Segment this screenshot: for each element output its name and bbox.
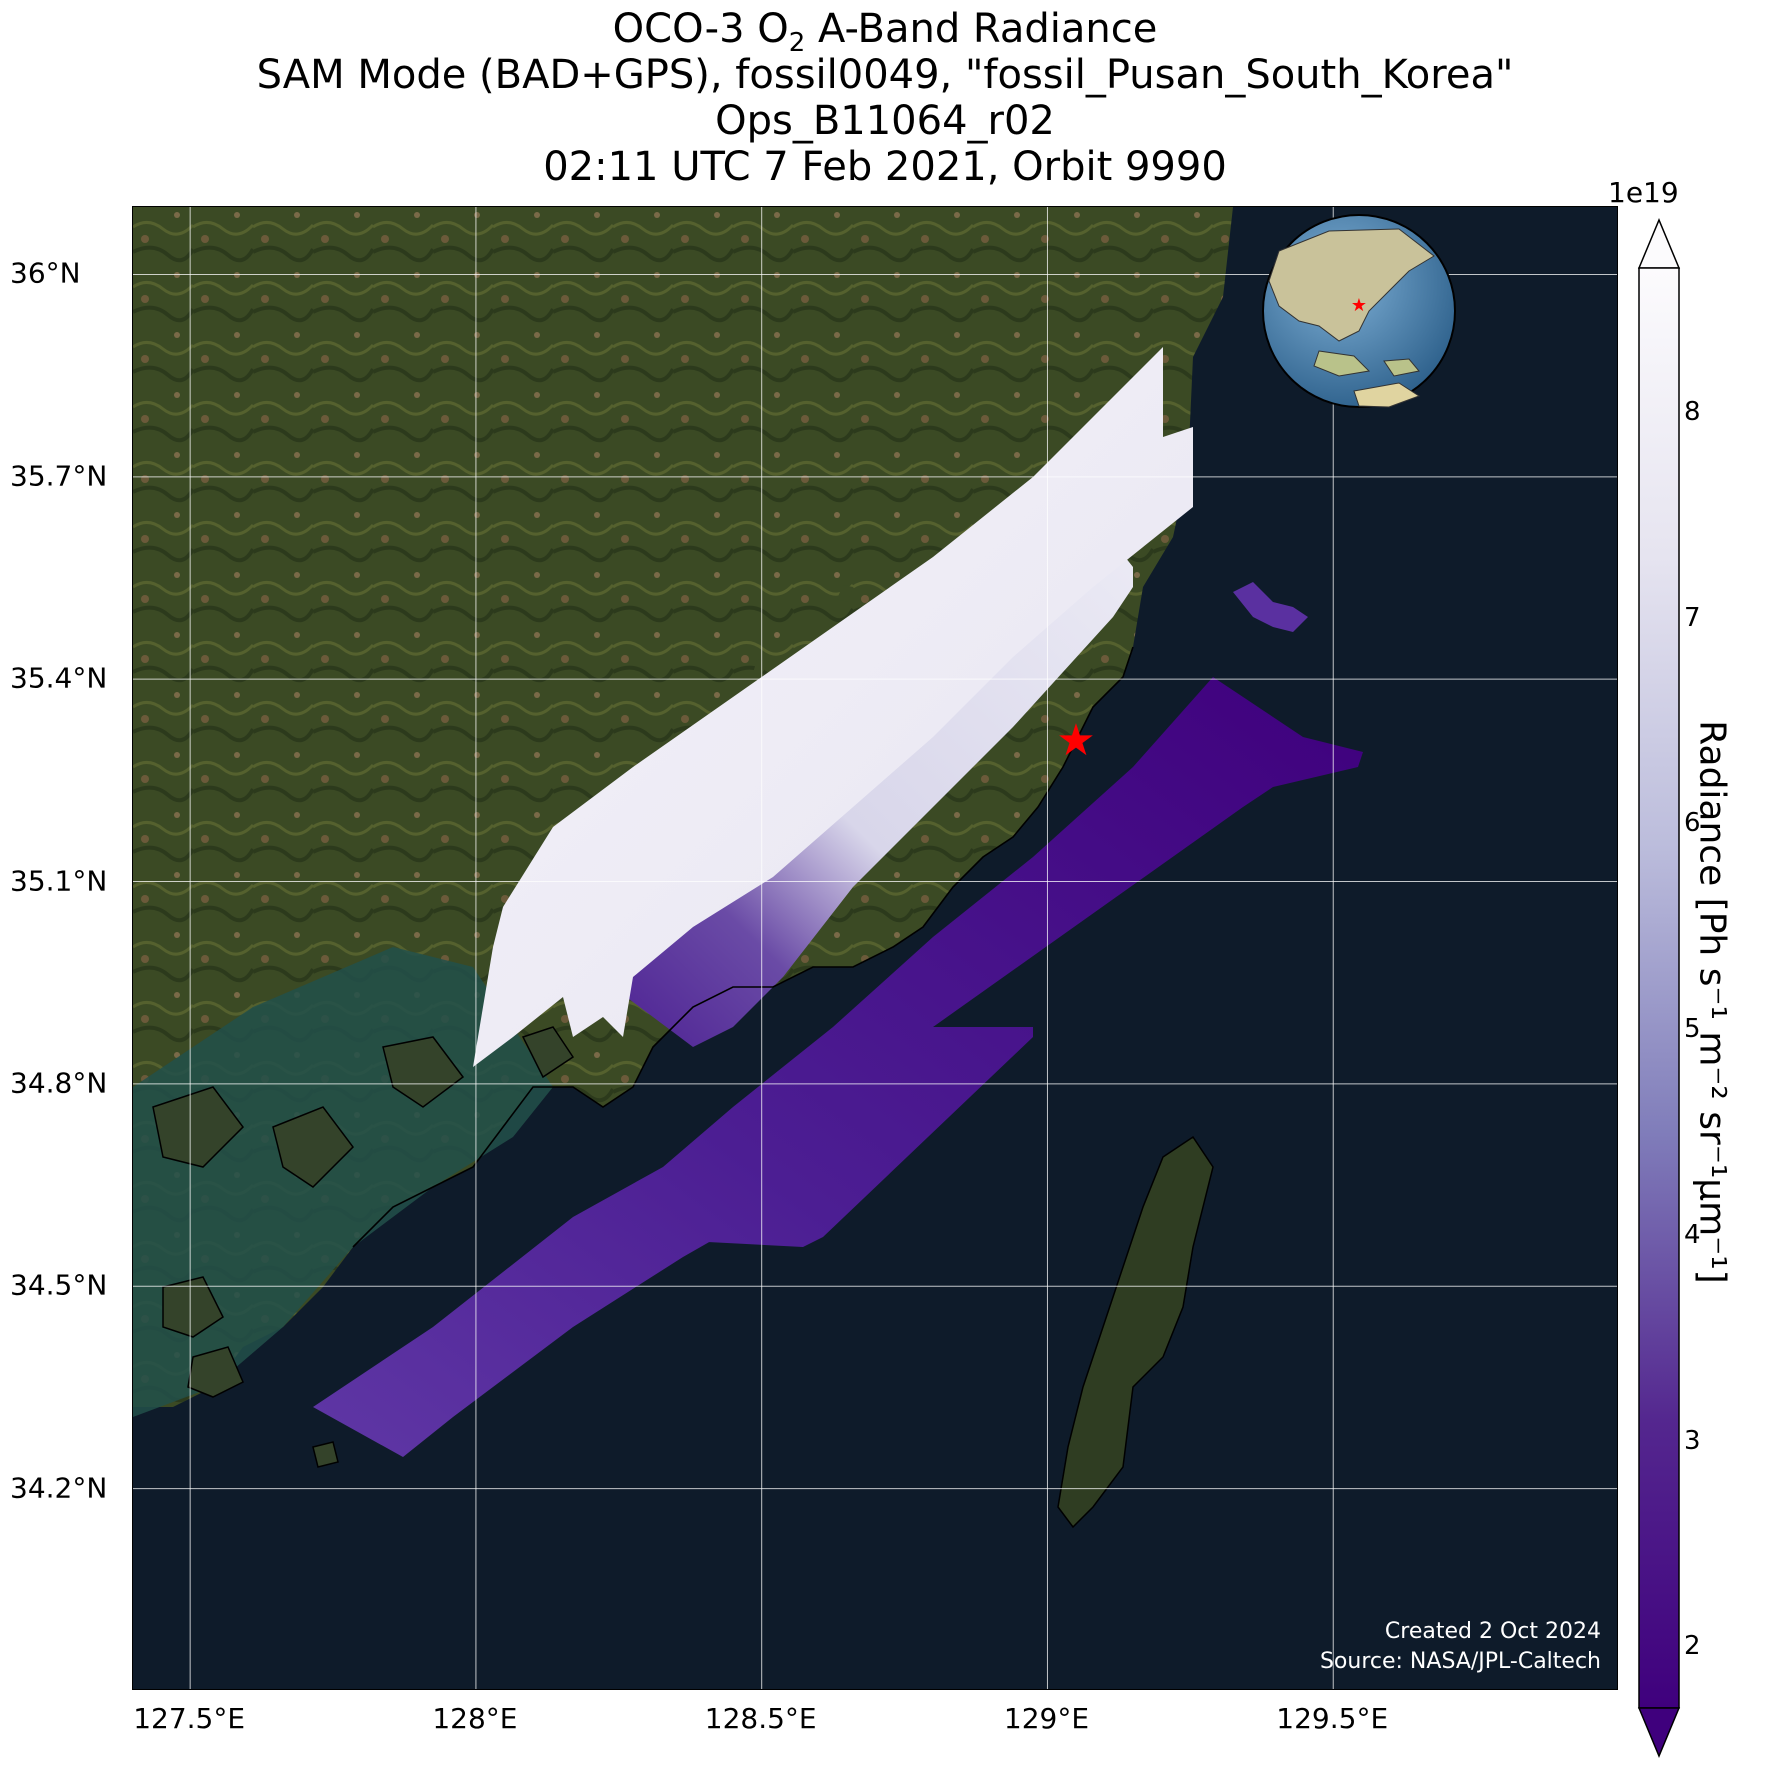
- title-line-4: 02:11 UTC 7 Feb 2021, Orbit 9990: [543, 144, 1227, 190]
- colorbar-tick-label: 3: [1684, 1425, 1701, 1456]
- globe-inset: ★: [1262, 214, 1456, 408]
- colorbar-extend-min: [1637, 1707, 1681, 1758]
- colorbar-gradient: [1638, 267, 1680, 1709]
- lon-tick-label: 129°E: [1003, 1702, 1090, 1735]
- lat-tick-label: 35.1°N: [10, 864, 108, 898]
- source-credit: Source: NASA/JPL-Caltech: [1319, 1649, 1601, 1674]
- tsushima-island: [1057, 1135, 1214, 1529]
- marker-layer: ★: [1056, 715, 1095, 766]
- colorbar: [1637, 218, 1681, 1758]
- lat-tick-label: 34.5°N: [10, 1268, 108, 1302]
- lat-tick-label: 35.7°N: [10, 459, 108, 493]
- swath-southeast: [313, 677, 1363, 1457]
- lon-tick-label: 128.5°E: [704, 1702, 817, 1735]
- lat-tick-label: 36°N: [10, 256, 81, 290]
- colorbar-tick-label: 6: [1684, 808, 1701, 839]
- lon-tick-label: 129.5°E: [1276, 1702, 1389, 1735]
- graticule: [133, 207, 1617, 1689]
- globe-australia: [1353, 382, 1421, 408]
- colorbar-tick-label: 5: [1684, 1014, 1701, 1045]
- globe-asia: [1268, 228, 1435, 342]
- swath-fragment: [1233, 582, 1308, 632]
- colorbar-multiplier: 1e19: [1608, 176, 1679, 209]
- map-canvas[interactable]: ★: [133, 207, 1618, 1690]
- title-line-3: Ops_B11064_r02: [715, 98, 1055, 144]
- colorbar-label: Radiance [Ph s⁻¹ m⁻² sr⁻¹μm⁻¹]: [1691, 720, 1733, 1284]
- coastline: [352, 646, 1134, 1248]
- credit-block: Created 2 Oct 2024 Source: NASA/JPL-Calt…: [1320, 1617, 1601, 1677]
- created-date: Created 2 Oct 2024: [1384, 1619, 1601, 1644]
- colorbar-tick-label: 2: [1684, 1631, 1701, 1662]
- lat-tick-label: 35.4°N: [10, 661, 108, 695]
- colorbar-extend-max: [1637, 218, 1681, 269]
- target-star-icon: ★: [1056, 715, 1095, 766]
- lon-tick-label: 127.5°E: [133, 1702, 246, 1735]
- title-line-2: SAM Mode (BAD+GPS), fossil0049, "fossil_…: [256, 52, 1514, 98]
- globe-islands: [1313, 350, 1420, 377]
- swath-northwest: [473, 347, 1193, 1067]
- lat-tick-label: 34.2°N: [10, 1471, 108, 1505]
- swath-gap: [837, 585, 853, 602]
- globe-star-icon: ★: [1351, 295, 1367, 316]
- map-panel[interactable]: ★ ★ Created 2 Oct 2024 Source: NASA/JPL-…: [132, 206, 1618, 1690]
- colorbar-tick-label: 8: [1684, 397, 1701, 427]
- swath-gap: [753, 659, 769, 675]
- lon-tick-label: 128°E: [432, 1702, 518, 1735]
- title-line-1: OCO-3 O2 A-Band Radiance: [612, 6, 1158, 58]
- colorbar-tick-label: 7: [1684, 602, 1701, 633]
- lat-tick-label: 34.8°N: [10, 1066, 108, 1100]
- colorbar-tick-label: 4: [1684, 1219, 1701, 1250]
- south-coast-islands: [152, 1026, 575, 1468]
